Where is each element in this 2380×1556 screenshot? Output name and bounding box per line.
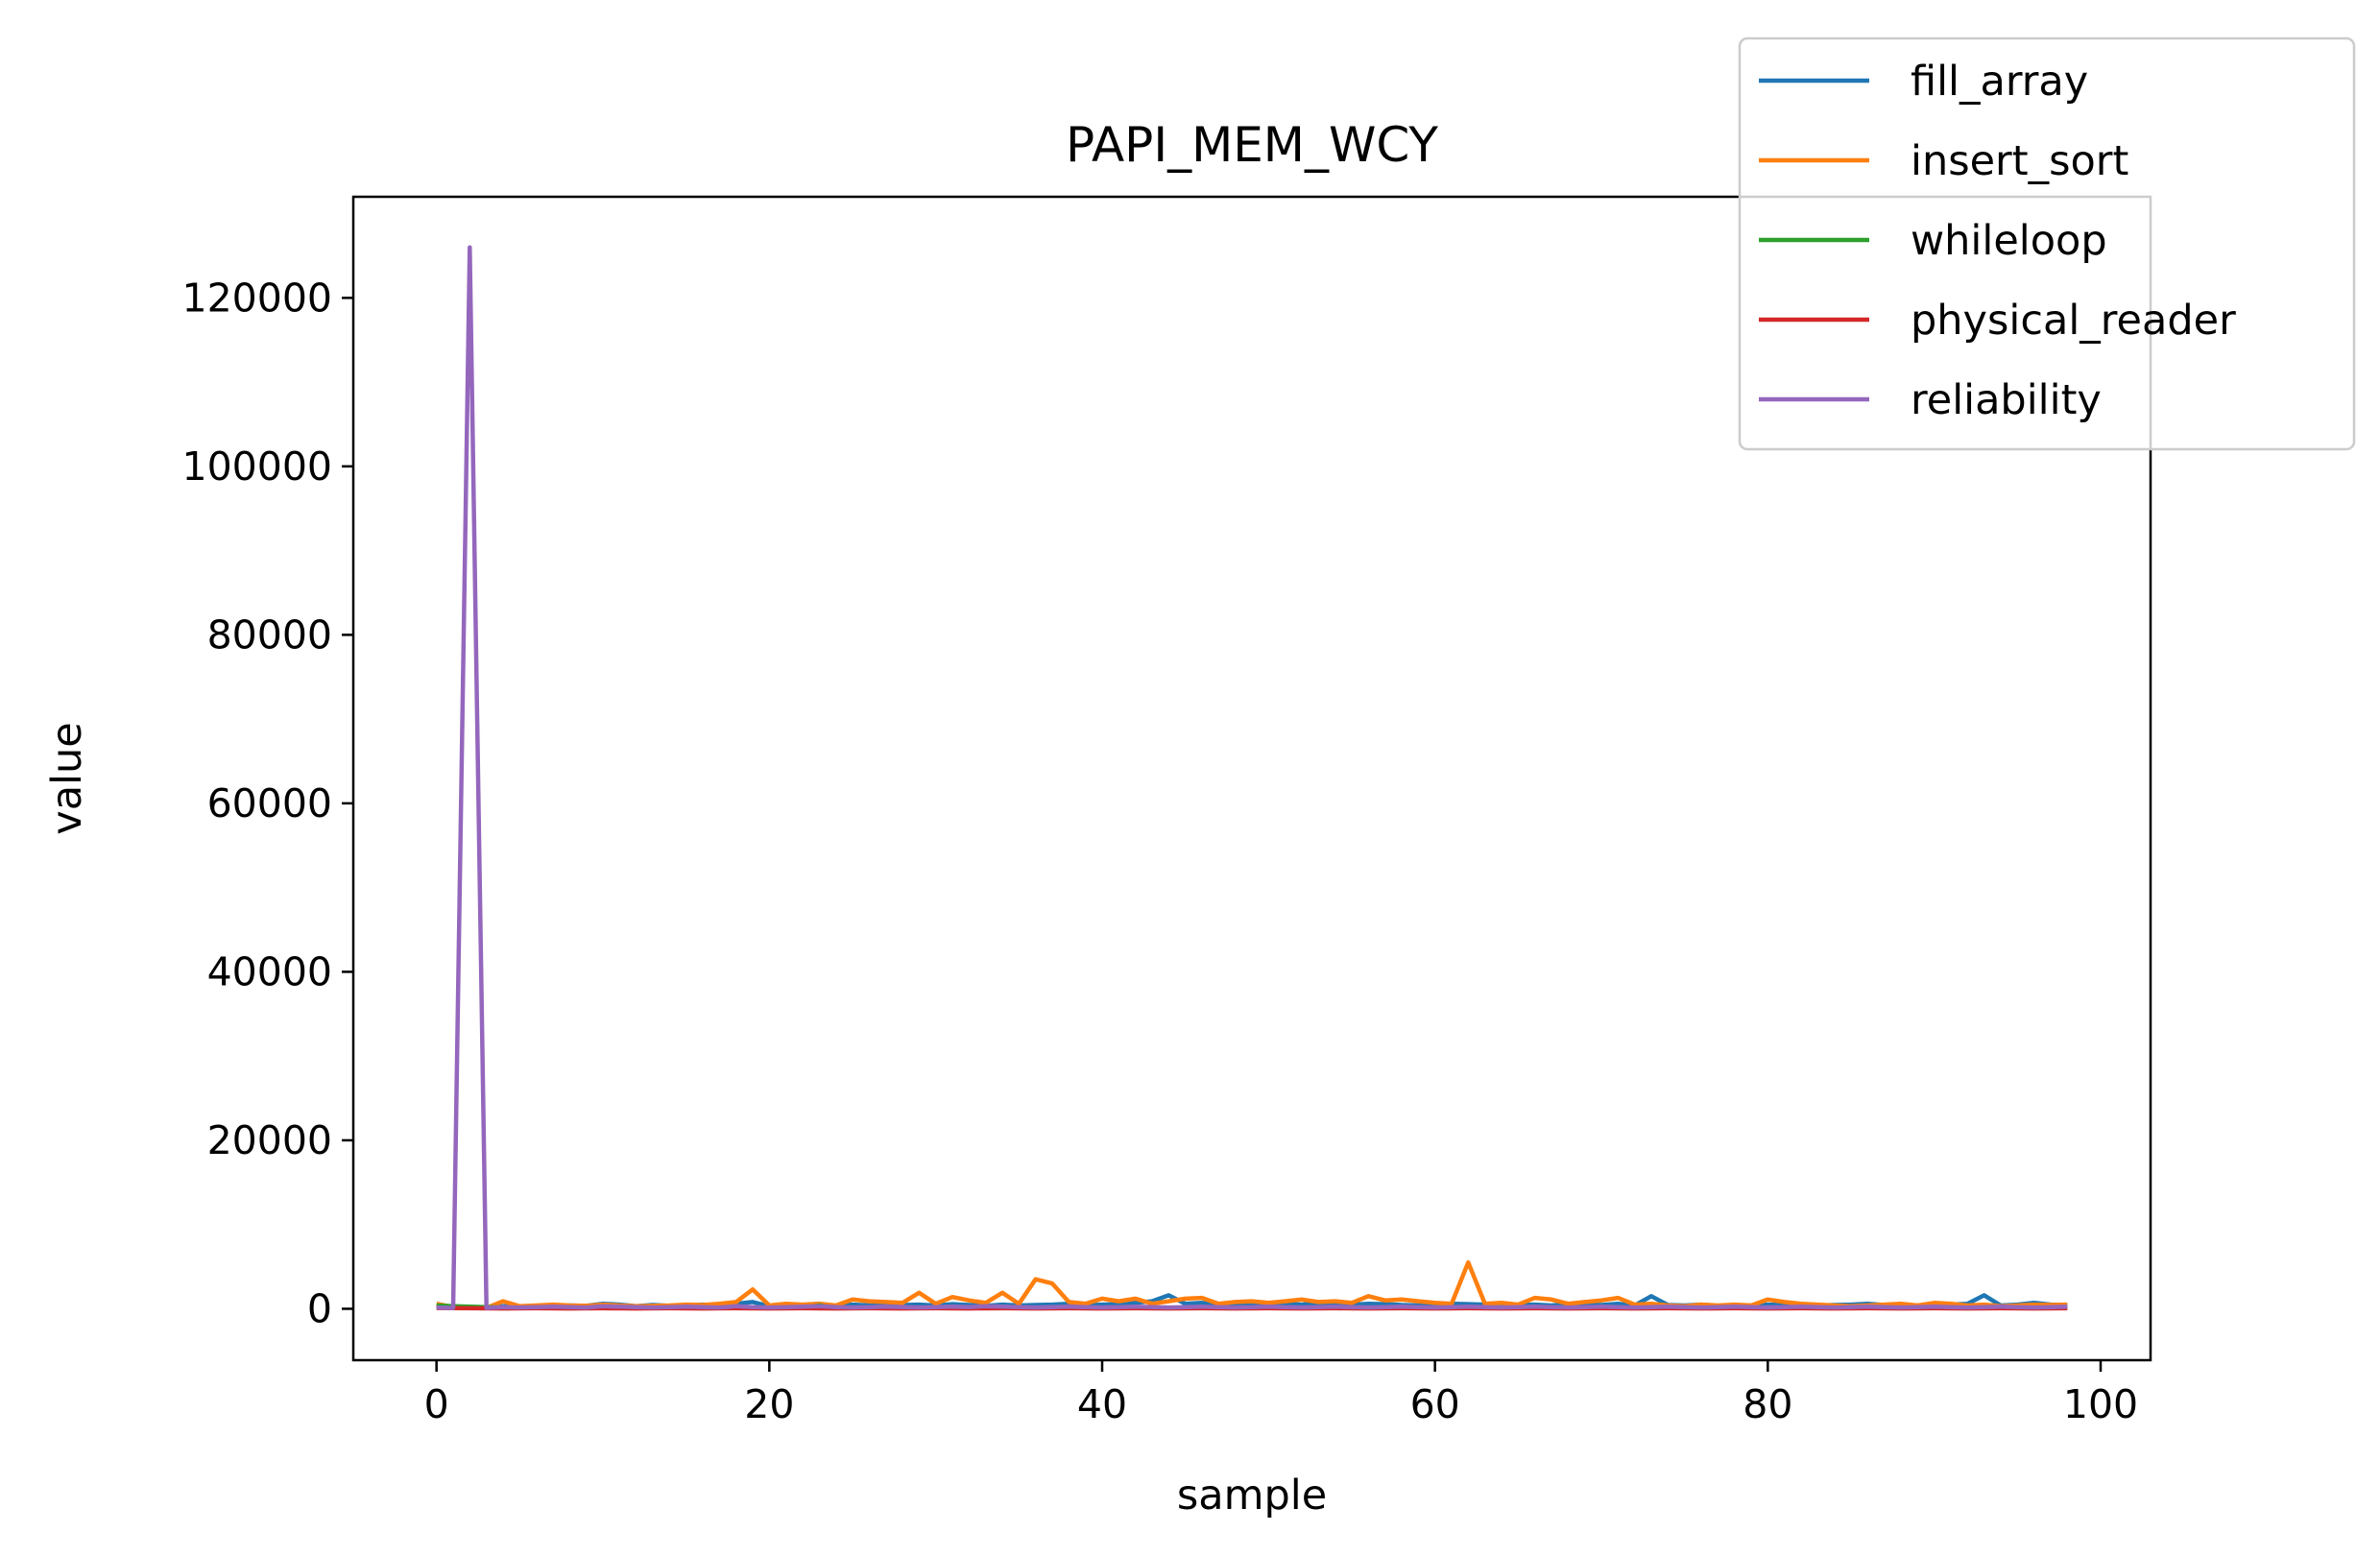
y-tick-label: 60000 — [207, 780, 332, 826]
y-tick-label: 40000 — [207, 948, 332, 994]
x-tick-label: 100 — [2063, 1381, 2138, 1427]
y-axis-label: value — [43, 722, 91, 834]
legend: fill_array insert_sort whileloop physical_r… — [1738, 36, 2356, 451]
chart-title: PAPI_MEM_WCY — [1066, 117, 1438, 173]
legend-label-physical_reader: physical_reader — [1911, 297, 2236, 345]
x-axis-label: sample — [1177, 1472, 1327, 1520]
plot-frame — [351, 195, 2152, 1362]
y-tick-label: 0 — [307, 1285, 332, 1331]
legend-label-whileloop: whileloop — [1911, 217, 2107, 265]
x-tick-label: 40 — [1077, 1381, 1127, 1427]
y-tick-label: 20000 — [207, 1117, 332, 1163]
series-line-reliability — [436, 245, 2068, 1310]
legend-label-insert_sort: insert_sort — [1911, 137, 2128, 185]
x-tick-label: 20 — [744, 1381, 794, 1427]
legend-box — [1738, 36, 2356, 451]
x-tick-label: 0 — [424, 1381, 449, 1427]
legend-label-fill_array: fill_array — [1911, 58, 2088, 106]
x-axis: 0 20 40 60 80 100 — [424, 1360, 2138, 1427]
y-axis: 0 20000 40000 60000 80000 100000 120000 — [181, 275, 353, 1331]
x-tick-label: 60 — [1410, 1381, 1460, 1427]
legend-label-reliability: reliability — [1911, 376, 2102, 424]
series-line-insert_sort — [436, 1259, 2068, 1310]
y-tick-label: 80000 — [207, 611, 332, 658]
y-tick-label: 120000 — [181, 275, 332, 321]
y-tick-label: 100000 — [181, 443, 332, 490]
x-tick-label: 80 — [1743, 1381, 1792, 1427]
series-lines — [436, 245, 2068, 1311]
